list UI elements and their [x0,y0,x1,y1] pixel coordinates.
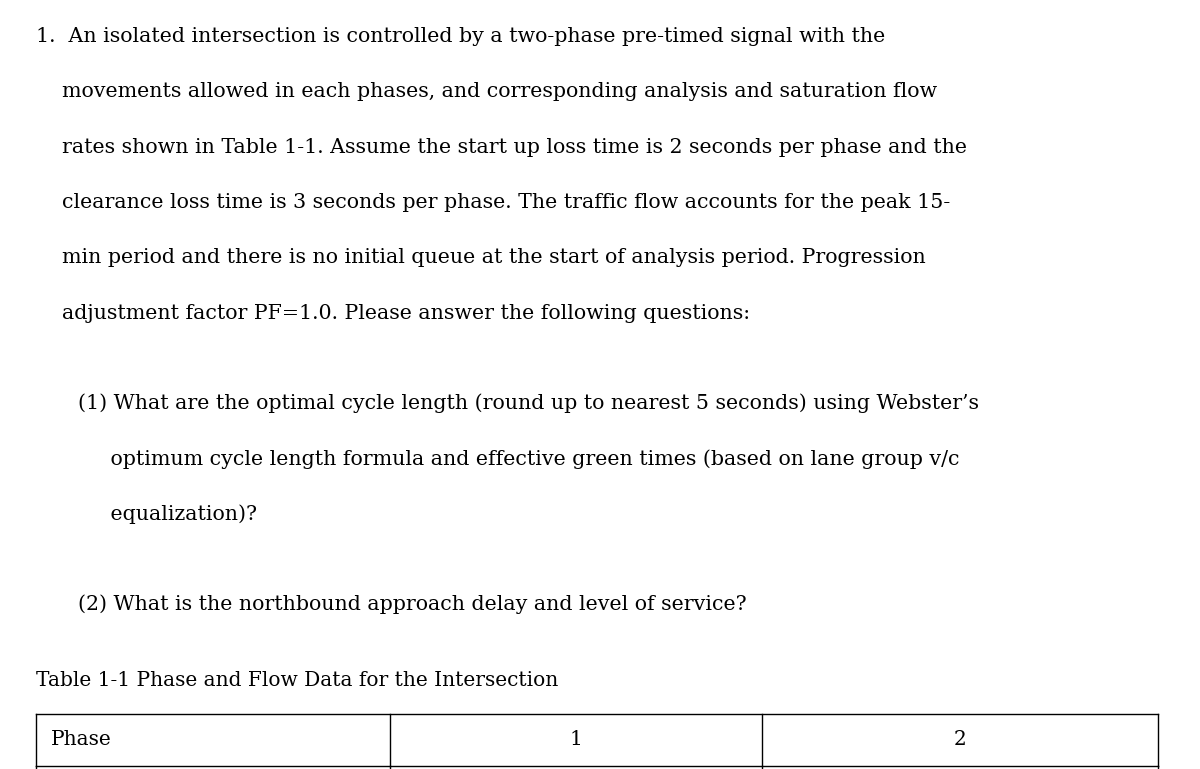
Text: (2) What is the northbound approach delay and level of service?: (2) What is the northbound approach dela… [78,594,746,614]
Text: rates shown in Table 1-1. Assume the start up loss time is 2 seconds per phase a: rates shown in Table 1-1. Assume the sta… [36,138,967,157]
Text: optimum cycle length formula and effective green times (based on lane group v/c: optimum cycle length formula and effecti… [78,449,960,469]
Text: (1) What are the optimal cycle length (round up to nearest 5 seconds) using Webs: (1) What are the optimal cycle length (r… [78,394,979,414]
Text: 1: 1 [570,731,582,749]
Text: equalization)?: equalization)? [78,504,257,524]
Text: clearance loss time is 3 seconds per phase. The traffic flow accounts for the pe: clearance loss time is 3 seconds per pha… [36,193,950,212]
Text: Table 1-1 Phase and Flow Data for the Intersection: Table 1-1 Phase and Flow Data for the In… [36,671,558,691]
Text: adjustment factor PF=1.0. Please answer the following questions:: adjustment factor PF=1.0. Please answer … [36,304,750,323]
Text: min period and there is no initial queue at the start of analysis period. Progre: min period and there is no initial queue… [36,248,925,268]
Text: movements allowed in each phases, and corresponding analysis and saturation flow: movements allowed in each phases, and co… [36,82,937,102]
Text: Phase: Phase [50,731,112,749]
Text: 2: 2 [954,731,966,749]
Text: 1.  An isolated intersection is controlled by a two-phase pre-timed signal with : 1. An isolated intersection is controlle… [36,27,886,46]
